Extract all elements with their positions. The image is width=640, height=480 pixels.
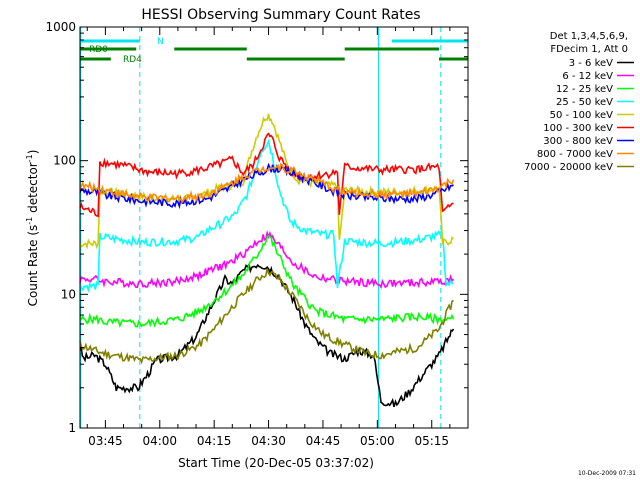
legend-label: 7000 - 20000 keV <box>524 162 613 173</box>
series-line-2 <box>79 229 455 290</box>
series-line-4 <box>79 138 454 294</box>
series-line-1 <box>79 262 455 408</box>
plot-series <box>79 113 455 408</box>
y-tick-label: 1000 <box>45 20 76 34</box>
legend-label: 3 - 6 keV <box>569 58 613 69</box>
legend-label: 100 - 300 keV <box>543 123 613 134</box>
legend: Det 1,3,4,5,6,9, FDecim 1, Att 0 3 - 6 k… <box>524 31 634 173</box>
y-tick-label: 1 <box>68 421 76 435</box>
series-line-6 <box>79 132 454 218</box>
x-tick-label: 04:15 <box>197 434 232 448</box>
flag-label-rd0: RD0 <box>89 45 108 55</box>
timestamp: 10-Dec-2009 07:31 <box>578 470 636 477</box>
y-ticks: 1 10 100 1000 <box>45 20 468 435</box>
overlay-flags: RD0 RD4 N <box>80 27 468 428</box>
legend-label: 6 - 12 keV <box>562 71 613 82</box>
y-axis-label-end: ) <box>26 150 40 155</box>
legend-label: 800 - 7000 keV <box>537 149 613 160</box>
y-axis-label-mid: detector <box>26 162 40 217</box>
x-tick-label: 03:45 <box>88 434 123 448</box>
flag-label-n: N <box>157 37 164 47</box>
x-tick-label: 04:30 <box>251 434 286 448</box>
chart-title: HESSI Observing Summary Count Rates <box>141 7 420 23</box>
x-tick-label: 05:00 <box>360 434 395 448</box>
x-tick-label: 05:15 <box>414 434 449 448</box>
flag-label-rd4: RD4 <box>123 55 142 65</box>
y-tick-label: 10 <box>61 287 76 301</box>
series-line-8 <box>79 162 455 204</box>
plot-frame <box>79 26 469 429</box>
x-axis-label: Start Time (20-Dec-05 03:37:02) <box>178 456 374 470</box>
legend-label: 25 - 50 keV <box>556 97 613 108</box>
y-axis-label-exp2: -1 <box>25 154 34 162</box>
series-line-3 <box>79 234 455 329</box>
x-tick-label: 04:00 <box>142 434 177 448</box>
legend-label: 12 - 25 keV <box>556 84 613 95</box>
y-axis-label-main: Count Rate (s <box>26 225 40 307</box>
legend-label: 50 - 100 keV <box>550 110 614 121</box>
y-tick-label: 100 <box>53 154 76 168</box>
x-ticks: 03:45 04:00 04:15 04:30 04:45 05:00 05:15 <box>86 27 469 448</box>
series-line-9 <box>79 268 454 365</box>
y-axis-label: Count Rate (s-1 detector-1) <box>25 150 40 307</box>
legend-header-line-2: FDecim 1, Att 0 <box>550 44 628 55</box>
legend-header-line-1: Det 1,3,4,5,6,9, <box>550 31 628 42</box>
y-axis-label-exp1: -1 <box>25 217 34 225</box>
legend-label: 300 - 800 keV <box>543 136 613 147</box>
x-tick-label: 04:45 <box>306 434 341 448</box>
